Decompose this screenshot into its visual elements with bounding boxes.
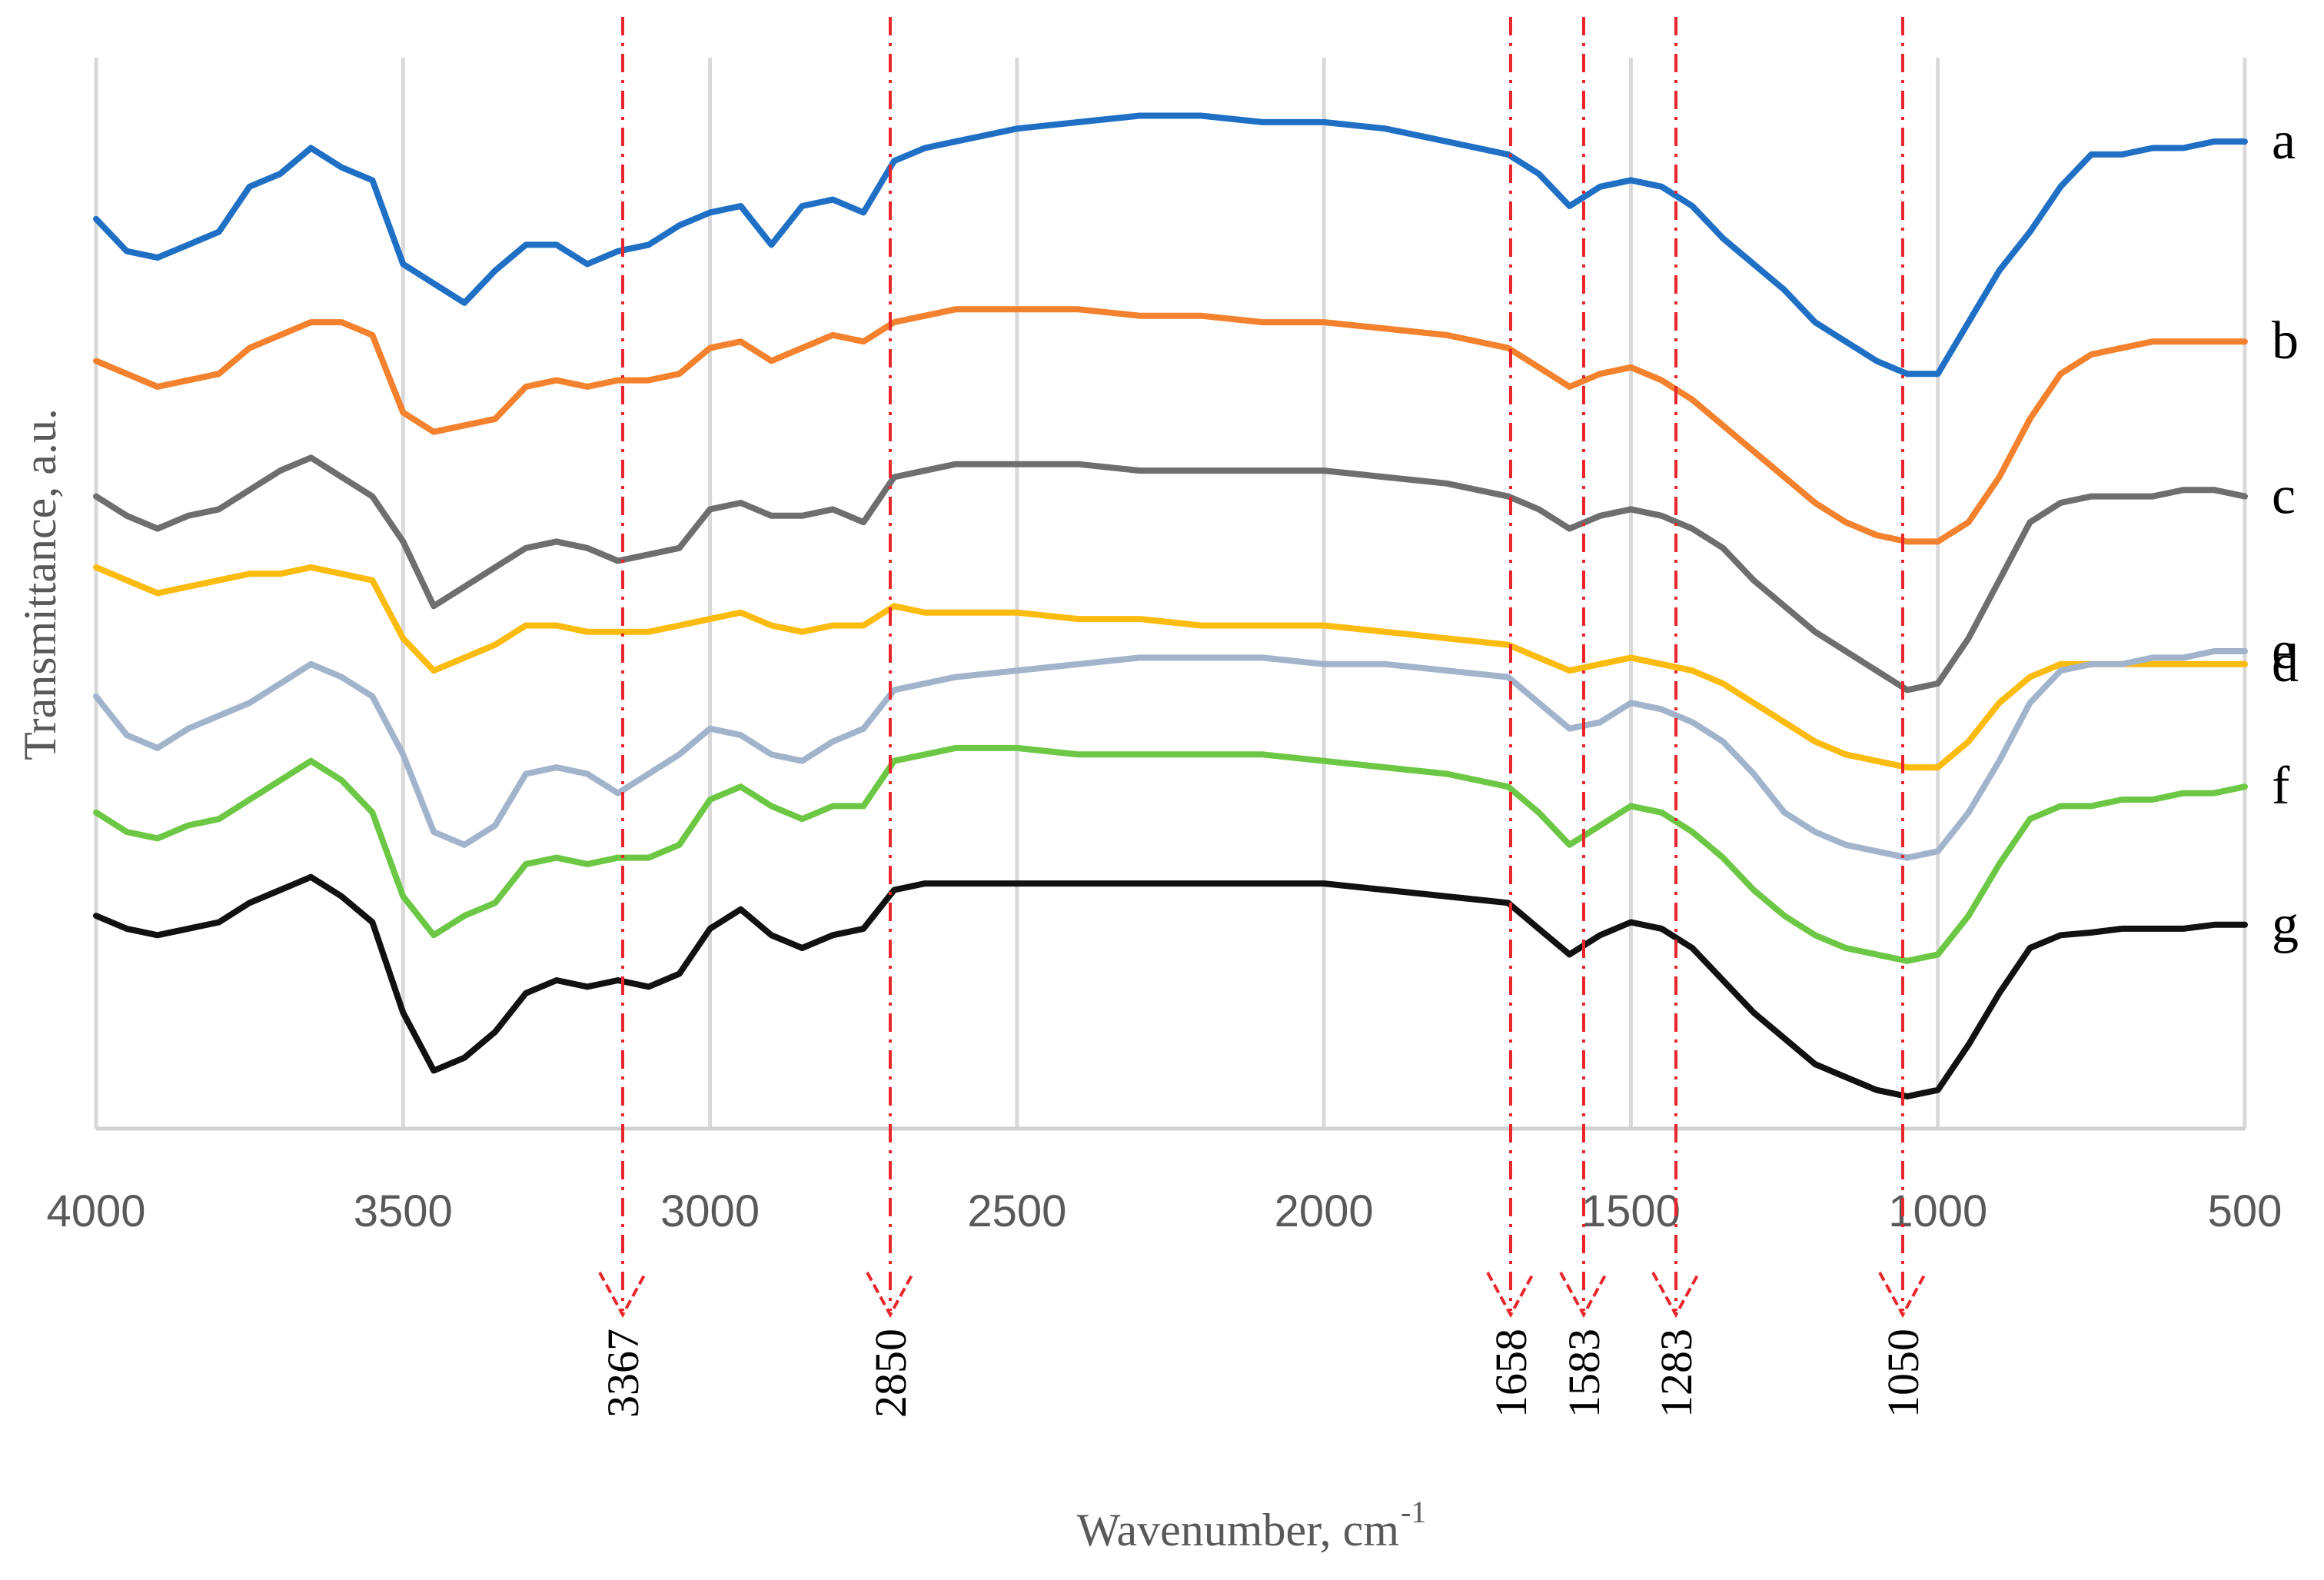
marker-arrowhead-2850 [866,1272,915,1319]
marker-1658: 1658 [1486,17,1536,1418]
marker-3367: 3367 [598,17,648,1418]
marker-label-1658: 1658 [1486,1329,1536,1418]
x-axis-title-superscript: -1 [1401,1495,1426,1529]
marker-2850: 2850 [866,17,916,1418]
series-label-c: c [2272,467,2296,526]
series-label-d: d [2272,634,2299,694]
marker-1283: 1283 [1651,17,1701,1418]
x-tick-label-2500: 2500 [967,1186,1066,1236]
marker-label-1283: 1283 [1651,1329,1701,1418]
x-tick-label-500: 500 [2208,1186,2282,1236]
series-d-line [93,564,2248,771]
series-a-line [93,112,2248,378]
series-label-a: a [2272,111,2296,171]
marker-label-1050: 1050 [1878,1329,1928,1418]
marker-arrowhead-1658 [1486,1272,1535,1319]
peak-markers: 3367 2850 1658 1583 1283 1050 [598,17,1928,1418]
marker-label-1583: 1583 [1559,1329,1609,1418]
spectrum-series [93,112,2248,1099]
series-c-line [93,454,2248,694]
marker-arrowhead-1050 [1878,1272,1927,1319]
x-tick-label-2000: 2000 [1275,1186,1374,1236]
series-label-f: f [2272,757,2290,816]
y-axis-title: Transmittance, a.u. [15,408,65,760]
series-label-e: e [2272,621,2296,680]
grid-lines [94,58,2247,1129]
series-labels: a b c de f g [2272,111,2299,954]
x-tick-label-1500: 1500 [1581,1186,1681,1236]
series-e-line [93,648,2248,861]
marker-arrowhead-1583 [1559,1272,1608,1319]
series-b-line [93,306,2248,545]
series-label-b: b [2272,311,2299,371]
x-tick-label-1000: 1000 [1888,1186,1987,1236]
series-label-g: g [2272,895,2299,954]
x-axis-title: Wavenumber, cm [1077,1505,1399,1555]
x-tick-label-3500: 3500 [354,1186,453,1236]
marker-arrowhead-1283 [1651,1272,1701,1319]
marker-1050: 1050 [1878,17,1928,1418]
marker-label-3367: 3367 [598,1329,648,1418]
x-tick-label-4000: 4000 [46,1186,145,1236]
x-axis: 4000 3500 3000 2500 2000 1500 1000 500 [46,1126,2282,1236]
series-g-line [93,873,2248,1099]
marker-1583: 1583 [1559,17,1609,1418]
marker-label-2850: 2850 [866,1329,916,1418]
marker-arrowhead-3367 [598,1272,647,1319]
series-f-line [93,744,2248,964]
x-tick-label-3000: 3000 [660,1186,760,1236]
